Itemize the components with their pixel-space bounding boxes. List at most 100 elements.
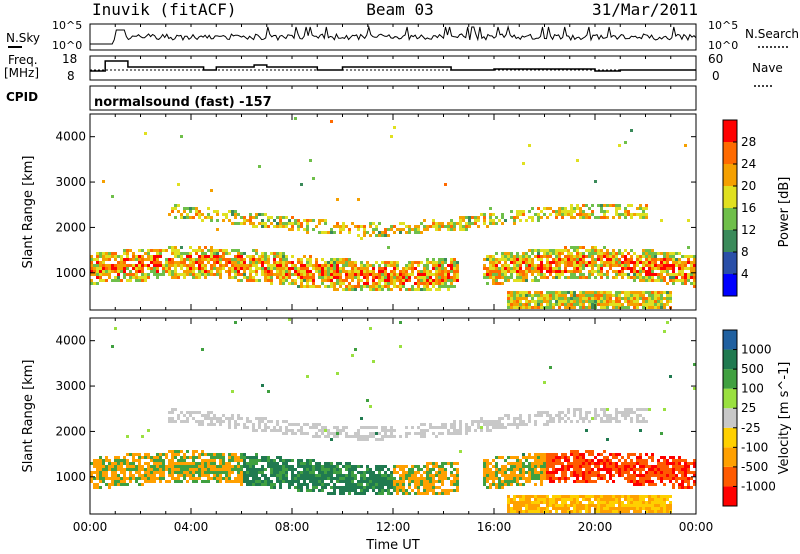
power-cell [585,300,588,303]
velocity-cell [519,459,522,462]
velocity-cell [270,486,273,489]
velocity-cell [99,462,102,465]
velocity-cell [168,468,171,471]
velocity-cell [192,468,195,471]
velocity-cell [561,510,564,513]
velocity-cell [522,468,525,471]
velocity-cell [372,474,375,477]
velocity-cell [279,480,282,483]
power-cell [582,273,585,276]
power-cell [117,276,120,279]
power-cell [468,216,471,219]
power-cell [669,258,672,261]
velocity-cell [456,468,459,471]
velocity-cell [498,480,501,483]
power-cell [471,222,474,225]
velocity-cell [519,477,522,480]
power-cell [312,285,315,288]
power-cell [375,261,378,264]
velocity-cell [114,483,117,486]
velocity-cell [168,411,171,414]
velocity-cell [390,435,393,438]
power-cell [282,252,285,255]
velocity-cell [486,474,489,477]
power-cell [615,213,618,216]
velocity-cell [162,462,165,465]
power-cell [435,279,438,282]
velocity-cell [540,483,543,486]
power-cell [426,282,429,285]
power-cell [429,270,432,273]
power-cell [636,291,639,294]
power-cell [372,279,375,282]
power-cell [276,255,279,258]
velocity-cell [612,510,615,513]
power-cell [663,255,666,258]
power-cell [594,249,597,252]
power-cell [330,258,333,261]
velocity-cell [549,366,552,369]
velocity-cell [426,474,429,477]
velocity-cell [624,468,627,471]
velocity-cell [144,471,147,474]
velocity-cell [177,417,180,420]
power-cell [669,279,672,282]
power-cell [672,279,675,282]
power-cell [594,291,597,294]
power-cell [537,258,540,261]
velocity-cell [378,480,381,483]
velocity-cell [666,507,669,510]
velocity-cell [312,459,315,462]
power-cell [552,306,555,309]
velocity-cell [402,468,405,471]
power-cell [303,267,306,270]
power-cell [177,261,180,264]
power-cell [633,213,636,216]
power-cell [408,288,411,291]
velocity-cell [324,486,327,489]
power-cell [627,264,630,267]
velocity-cell [570,498,573,501]
power-cell [348,282,351,285]
velocity-cell [537,411,540,414]
power-cell [558,210,561,213]
power-cell [285,273,288,276]
power-cell [534,294,537,297]
power-cell [177,264,180,267]
power-cell [384,276,387,279]
power-cell [168,213,171,216]
velocity-cell [390,471,393,474]
velocity-cell [423,486,426,489]
velocity-cell [459,420,462,423]
velocity-cell [450,483,453,486]
velocity-cell [195,471,198,474]
power-cell [675,261,678,264]
velocity-cell [552,480,555,483]
power-cell [255,264,258,267]
velocity-cell [366,480,369,483]
power-cell [675,279,678,282]
velocity-cell [486,468,489,471]
power-cell [642,300,645,303]
power-cell [558,300,561,303]
power-cell [243,252,246,255]
velocity-cell [369,486,372,489]
power-cell [516,273,519,276]
velocity-cell [546,498,549,501]
power-cell [507,297,510,300]
velocity-cell [243,480,246,483]
power-cell [504,252,507,255]
velocity-cell [144,456,147,459]
velocity-cell [435,462,438,465]
velocity-cell [627,507,630,510]
velocity-cell [513,474,516,477]
power-cell [192,270,195,273]
power-cell [330,276,333,279]
velocity-cell [201,465,204,468]
power-cell [234,213,237,216]
power-cell [345,258,348,261]
power-cell [540,300,543,303]
velocity-cell [537,501,540,504]
velocity-cell [357,480,360,483]
power-cell [372,270,375,273]
